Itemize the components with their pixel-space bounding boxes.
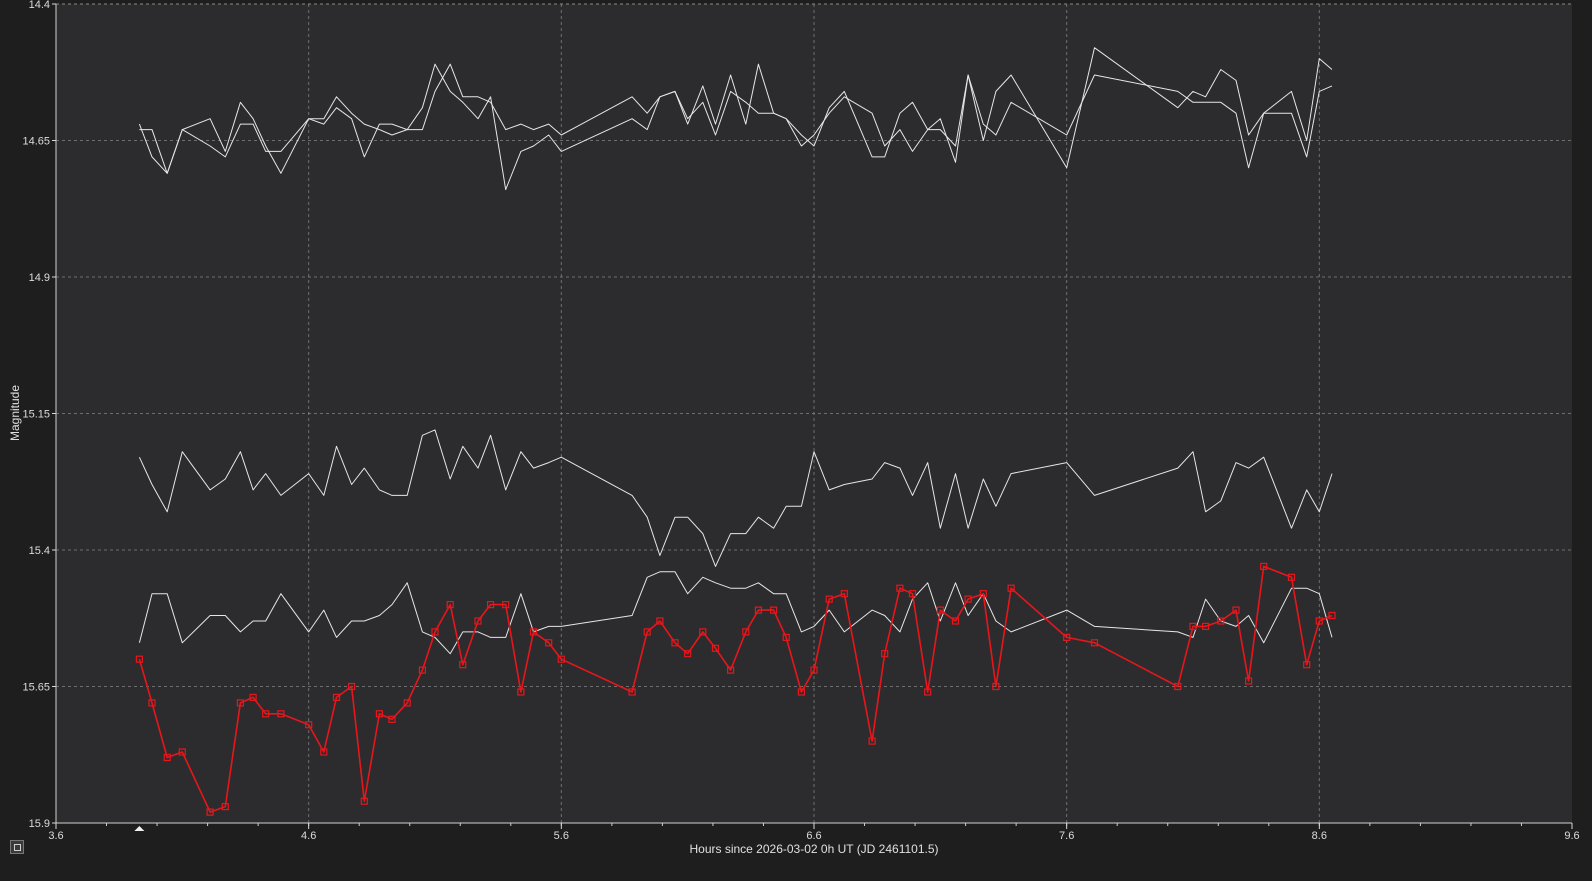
target-data-point (936, 606, 944, 614)
target-data-point (1260, 562, 1268, 571)
target-data-point (684, 650, 692, 658)
target-data-point (1007, 584, 1015, 592)
target-data-point (529, 628, 538, 636)
target-series-line (138, 565, 1333, 813)
target-data-point (754, 606, 763, 614)
target-data-point (979, 590, 987, 598)
target-data-point (1090, 639, 1099, 647)
target-data-point (1287, 573, 1296, 581)
target-data-point (769, 606, 778, 614)
target-data-point (840, 590, 848, 598)
y-axis-label: Magnitude (8, 384, 22, 442)
target-data-point (249, 693, 257, 702)
target-data-point (628, 688, 636, 696)
x-tick-label: 4.6 (301, 830, 316, 842)
y-tick-label: 14.4 (29, 0, 50, 11)
x-tick-label: 3.6 (48, 830, 63, 842)
target-data-point (446, 600, 454, 609)
x-axis-label: Hours since 2026-03-02 0h UT (JD 2461101… (689, 842, 939, 856)
target-data-point (656, 617, 664, 625)
target-data-point (1189, 622, 1197, 631)
target-data-point (1174, 682, 1182, 691)
plot-options-button[interactable] (10, 840, 24, 854)
target-data-point (1217, 617, 1225, 625)
target-data-point (1315, 617, 1323, 625)
y-tick-label: 14.9 (29, 272, 50, 284)
target-data-point (163, 753, 171, 762)
target-data-point (671, 639, 679, 647)
target-data-point (643, 628, 651, 636)
target-data-point (1232, 606, 1240, 614)
target-data-point (332, 693, 341, 702)
target-data-point (135, 655, 143, 663)
target-data-point (221, 802, 229, 811)
y-tick-label: 15.4 (29, 545, 50, 557)
target-data-point (262, 710, 270, 718)
target-data-point (236, 699, 244, 707)
comparison-series-line (138, 47, 1333, 191)
target-data-point (810, 666, 818, 674)
y-tick-label: 15.9 (29, 818, 50, 830)
target-data-point (502, 600, 510, 609)
target-data-point (320, 748, 328, 756)
target-data-point (868, 737, 876, 745)
target-data-point (924, 688, 932, 696)
y-tick-label: 15.15 (22, 409, 50, 421)
y-tick-label: 15.65 (22, 682, 50, 694)
comparison-series-line (138, 571, 1333, 655)
target-data-point (951, 617, 960, 625)
target-data-point (1063, 633, 1071, 642)
x-tick-label: 8.6 (1312, 830, 1327, 842)
target-data-point (403, 699, 411, 707)
target-data-point (474, 617, 482, 625)
target-data-point (742, 628, 750, 636)
target-data-point (487, 600, 495, 609)
target-data-point (517, 688, 525, 696)
target-data-point (388, 715, 396, 723)
target-data-point (431, 628, 439, 636)
target-data-point (896, 584, 904, 592)
target-data-point (908, 590, 917, 598)
target-data-point (277, 710, 285, 718)
target-data-point (545, 639, 553, 647)
target-data-point (1328, 611, 1336, 620)
y-tick-label: 14.65 (22, 136, 50, 148)
target-data-point (459, 661, 467, 669)
x-tick-label: 7.6 (1059, 830, 1074, 842)
target-data-point (1303, 661, 1311, 669)
target-data-point (726, 666, 735, 674)
target-data-point (964, 595, 972, 603)
x-tick-label: 5.6 (554, 830, 569, 842)
target-data-point (881, 650, 889, 658)
target-data-point (206, 808, 214, 816)
target-data-point (992, 682, 1000, 691)
x-tick-label: 9.6 (1564, 830, 1579, 842)
x-tick-label: 6.6 (806, 830, 821, 842)
target-data-point (557, 655, 565, 663)
target-data-point (1244, 677, 1253, 685)
target-data-point (348, 682, 356, 691)
target-data-point (178, 748, 186, 756)
target-data-point (360, 797, 368, 805)
target-data-point (418, 666, 426, 674)
target-data-point (148, 699, 156, 707)
range-start-marker (134, 826, 145, 831)
target-data-point (305, 721, 313, 729)
target-data-point (699, 628, 707, 636)
target-data-point (711, 644, 720, 652)
comparison-series-line (139, 63, 1333, 174)
target-data-point (1201, 622, 1210, 631)
target-data-point (825, 595, 833, 603)
target-data-point (782, 633, 790, 642)
target-data-point (797, 688, 806, 696)
comparison-series-line (138, 429, 1333, 567)
target-data-point (375, 710, 383, 718)
